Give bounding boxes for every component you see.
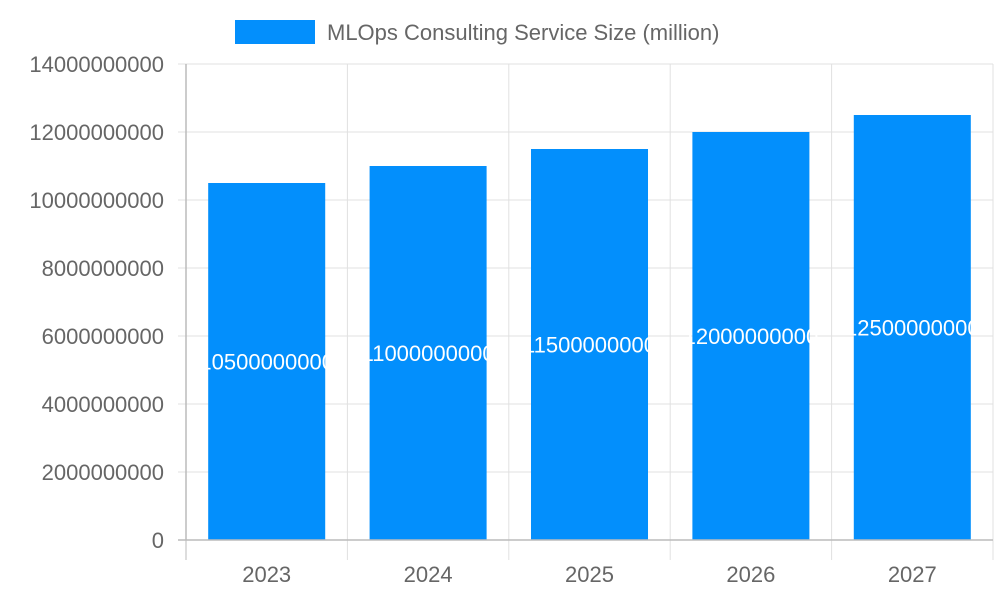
bar-2027	[853, 115, 971, 540]
data-label: 10500000000	[199, 350, 334, 375]
y-tick-label: 14000000000	[29, 52, 164, 77]
y-tick-label: 8000000000	[42, 256, 164, 281]
x-tick-label: 2026	[726, 562, 775, 587]
x-tick-label: 2027	[888, 562, 937, 587]
legend[interactable]: MLOps Consulting Service Size (million)	[235, 20, 719, 45]
data-label: 11000000000	[362, 341, 495, 366]
x-tick-label: 2025	[565, 562, 614, 587]
legend-swatch	[235, 20, 315, 44]
bar-2023	[208, 183, 326, 540]
bar-2025	[530, 149, 649, 540]
x-tick-label: 2023	[242, 562, 291, 587]
y-tick-label: 4000000000	[42, 392, 164, 417]
y-tick-label: 12000000000	[29, 120, 164, 145]
y-tick-label: 0	[152, 528, 164, 553]
x-tick-label: 2024	[404, 562, 453, 587]
legend-label: MLOps Consulting Service Size (million)	[327, 20, 719, 45]
data-label: 12000000000	[684, 324, 819, 349]
y-tick-label: 2000000000	[42, 460, 164, 485]
bar-2026	[692, 132, 810, 540]
data-label: 11500000000	[523, 333, 656, 358]
data-label: 12500000000	[845, 316, 980, 341]
bars: 10500000000 11000000000 11500000000 1200000…	[199, 115, 980, 540]
y-tick-label: 6000000000	[42, 324, 164, 349]
axes: 0 2000000000 4000000000 6000000000 800000000…	[29, 52, 993, 587]
y-tick-label: 10000000000	[29, 188, 164, 213]
bar-2024	[369, 166, 487, 540]
